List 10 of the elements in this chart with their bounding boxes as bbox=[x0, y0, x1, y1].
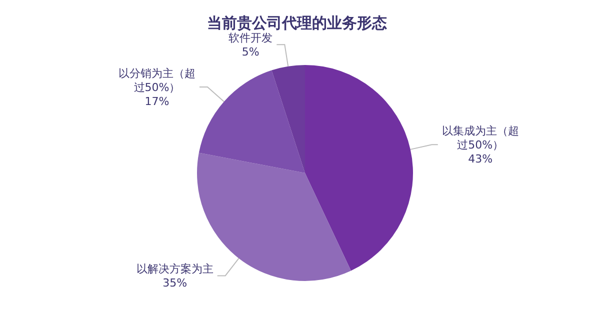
slice-label: 以解决方案为主 bbox=[136, 262, 214, 276]
slice-label: 以集成为主（超过50%） bbox=[442, 124, 519, 152]
chart-title: 当前贵公司代理的业务形态 bbox=[207, 14, 387, 32]
slice-label: 软件开发 bbox=[228, 32, 273, 45]
data-label: 17% bbox=[144, 95, 170, 108]
data-label: 43% bbox=[468, 152, 493, 166]
data-label: 5% bbox=[242, 46, 260, 59]
pie-slice bbox=[198, 70, 305, 173]
slice-label: 以分销为主（超过50%） bbox=[118, 67, 196, 94]
data-label: 35% bbox=[162, 276, 188, 290]
